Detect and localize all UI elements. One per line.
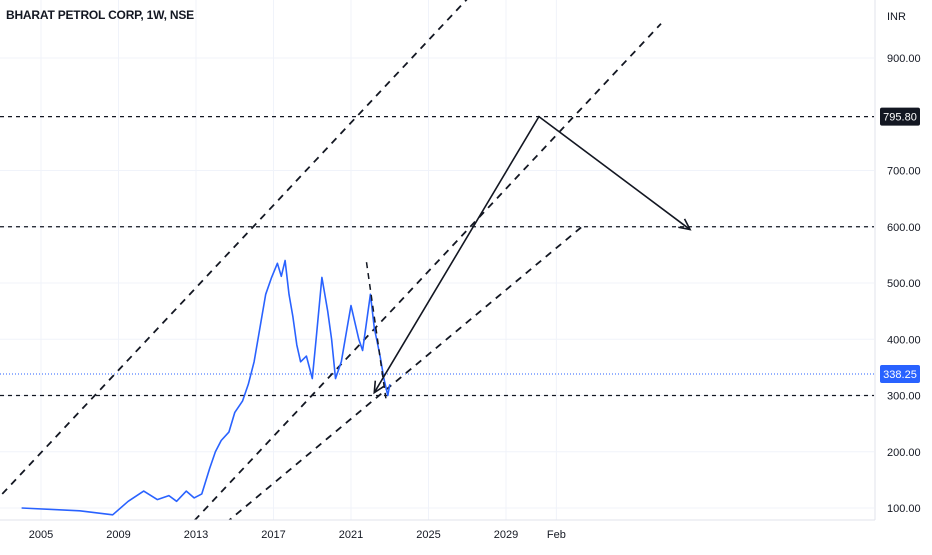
x-tick-label: 2005 bbox=[29, 529, 53, 541]
x-tick-label: 2013 bbox=[184, 529, 208, 541]
upper-channel-line bbox=[1, 0, 468, 495]
x-tick-label: 2017 bbox=[261, 529, 285, 541]
y-tick-label: 500.00 bbox=[887, 278, 921, 290]
x-tick-label: 2021 bbox=[339, 529, 363, 541]
marker-price-badge bbox=[880, 107, 920, 126]
middle-channel-line bbox=[193, 23, 662, 520]
x-tick-label: 2029 bbox=[494, 529, 518, 541]
projection-end-arrowhead bbox=[678, 218, 692, 231]
currency-label: INR bbox=[887, 11, 906, 23]
chart-title: BHARAT PETROL CORP, 1W, NSE bbox=[6, 8, 194, 22]
x-tick-label: 2009 bbox=[106, 529, 130, 541]
y-tick-label: 600.00 bbox=[887, 222, 921, 234]
dashed-drop-line bbox=[365, 262, 387, 399]
projection-start-arrowhead bbox=[373, 380, 385, 395]
plot-group bbox=[0, 0, 874, 520]
y-tick-label: 900.00 bbox=[887, 53, 921, 65]
x-tick-label: Feb bbox=[547, 529, 566, 541]
y-tick-label: 300.00 bbox=[887, 391, 921, 403]
projection-path bbox=[373, 115, 691, 394]
y-tick-label: 400.00 bbox=[887, 334, 921, 346]
y-tick-label: 700.00 bbox=[887, 166, 921, 178]
price-axis bbox=[875, 0, 932, 550]
y-tick-label: 100.00 bbox=[887, 503, 921, 515]
marker-price-label: 795.80 bbox=[883, 112, 917, 124]
y-tick-label: 200.00 bbox=[887, 447, 921, 459]
last-price-badge bbox=[880, 364, 920, 383]
last-price-label: 338.25 bbox=[883, 369, 917, 381]
x-tick-label: 2025 bbox=[416, 529, 440, 541]
price-series-line bbox=[21, 259, 391, 516]
